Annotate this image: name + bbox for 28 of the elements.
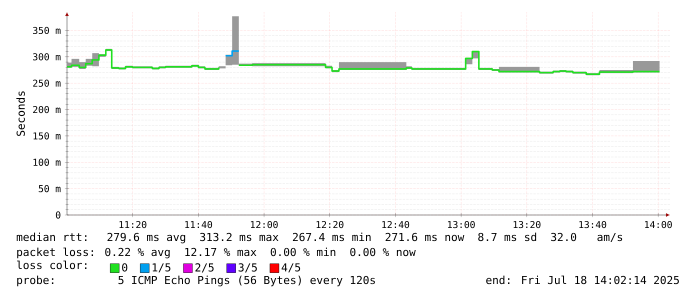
y-tick-label: 0 (56, 211, 60, 219)
legend-label: 4/5 (282, 263, 300, 272)
x-tick-label: 12:00 (250, 220, 278, 228)
y-tick-label: 300 m (33, 53, 61, 60)
legend-label: 2/5 (195, 263, 214, 272)
text: loss color: (17, 260, 86, 270)
y-tick-label: 200 m (33, 106, 61, 114)
y-tick-label: 50 m (38, 185, 61, 192)
y-axis-title: Seconds (16, 91, 25, 136)
x-tick-label: 12:40 (382, 220, 410, 228)
legend-label: 0 (122, 263, 128, 272)
text: probe: 5 ICMP Echo Pings (56 Bytes) every 120s (17, 276, 375, 286)
y-tick-label: 250 m (33, 80, 61, 87)
y-tick-label: 150 m (34, 132, 61, 140)
x-tick-label: 13:20 (514, 220, 540, 228)
x-tick-label: 11:20 (120, 220, 146, 228)
legend-label: 3/5 (238, 263, 257, 272)
x-tick-label: 13:40 (579, 220, 606, 228)
x-tick-label: 12:20 (316, 220, 344, 228)
x-tick-label: 14:00 (645, 220, 672, 228)
text: median rtt: 279.6 ms avg 313.2 ms max 267.4 ms min 271.6 ms now 8.7 ms sd 32.0 am/s (16, 232, 622, 244)
y-tick-label: 350 m (33, 26, 61, 34)
x-tick-label: 11:40 (185, 220, 212, 228)
x-tick-label: 13:00 (448, 220, 475, 228)
text: end: Fri Jul 18 14:02:14 2025 (486, 276, 679, 284)
legend-label: 1/5 (152, 263, 170, 272)
text: packet loss: 0.22 % avg 12.17 % max 0.00 % min 0.00 % now (17, 248, 416, 258)
y-tick-label: 100 m (34, 158, 61, 166)
